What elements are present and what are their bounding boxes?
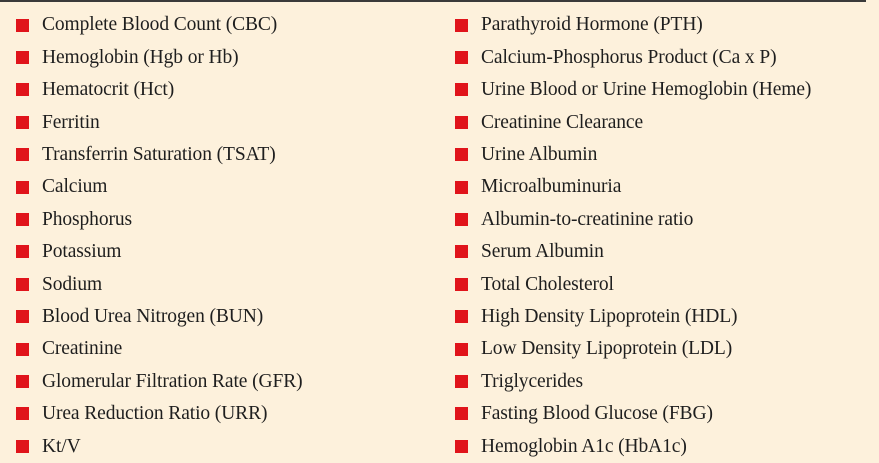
list-item: Glomerular Filtration Rate (GFR) [16, 365, 303, 397]
square-bullet-icon [455, 213, 468, 227]
list-item: Albumin-to-creatinine ratio [455, 203, 811, 235]
list-item-label: Calcium [42, 176, 108, 198]
list-item: Hematocrit (Hct) [16, 74, 303, 106]
square-bullet-icon [16, 83, 29, 97]
list-item: Complete Blood Count (CBC) [16, 9, 303, 41]
list-item: Triglycerides [455, 365, 811, 397]
list-item-label: Low Density Lipoprotein (LDL) [481, 338, 733, 360]
list-item: Transferrin Saturation (TSAT) [16, 139, 303, 171]
list-item-label: Complete Blood Count (CBC) [42, 14, 278, 36]
list-item: Potassium [16, 236, 303, 268]
square-bullet-icon [16, 277, 29, 291]
list-item-label: Urine Blood or Urine Hemoglobin (Heme) [481, 79, 812, 101]
square-bullet-icon [455, 148, 468, 162]
square-bullet-icon [455, 277, 468, 291]
square-bullet-icon [455, 18, 468, 32]
list-item: Urine Blood or Urine Hemoglobin (Heme) [455, 74, 811, 106]
list-item-label: Kt/V [42, 435, 81, 457]
list-item-label: Calcium-Phosphorus Product (Ca x P) [481, 46, 777, 68]
square-bullet-icon [16, 407, 29, 421]
square-bullet-icon [16, 18, 29, 32]
list-item-label: Triglycerides [481, 370, 583, 392]
square-bullet-icon [455, 83, 468, 97]
list-item: Ferritin [16, 106, 303, 138]
list-item: Urea Reduction Ratio (URR) [16, 398, 303, 430]
list-item: Calcium-Phosphorus Product (Ca x P) [455, 41, 811, 73]
list-item-label: High Density Lipoprotein (HDL) [481, 305, 738, 327]
list-item: Fasting Blood Glucose (FBG) [455, 398, 811, 430]
lab-tests-list-left: Complete Blood Count (CBC) Hemoglobin (H… [16, 9, 303, 462]
square-bullet-icon [455, 342, 468, 356]
square-bullet-icon [455, 245, 468, 259]
lab-tests-list-right: Parathyroid Hormone (PTH) Calcium-Phosph… [455, 9, 811, 462]
square-bullet-icon [16, 439, 29, 453]
list-item: Calcium [16, 171, 303, 203]
list-item: Total Cholesterol [455, 268, 811, 300]
list-item: Low Density Lipoprotein (LDL) [455, 333, 811, 365]
list-item: Creatinine Clearance [455, 106, 811, 138]
square-bullet-icon [16, 148, 29, 162]
list-item: High Density Lipoprotein (HDL) [455, 301, 811, 333]
list-item-label: Ferritin [42, 111, 100, 133]
list-item-label: Hemoglobin A1c (HbA1c) [481, 435, 687, 457]
square-bullet-icon [16, 245, 29, 259]
list-item-label: Blood Urea Nitrogen (BUN) [42, 305, 264, 327]
list-item-label: Hematocrit (Hct) [42, 79, 175, 101]
list-item-label: Sodium [42, 273, 103, 295]
list-item-label: Hemoglobin (Hgb or Hb) [42, 46, 239, 68]
list-item: Hemoglobin (Hgb or Hb) [16, 41, 303, 73]
list-item-label: Serum Albumin [481, 241, 604, 263]
list-item-label: Phosphorus [42, 208, 133, 230]
list-item: Hemoglobin A1c (HbA1c) [455, 430, 811, 462]
square-bullet-icon [455, 374, 468, 388]
list-item-label: Creatinine [42, 338, 123, 360]
list-item-label: Potassium [42, 241, 122, 263]
list-item: Blood Urea Nitrogen (BUN) [16, 301, 303, 333]
list-item-label: Urine Albumin [481, 144, 598, 165]
square-bullet-icon [455, 310, 468, 324]
square-bullet-icon [455, 180, 468, 194]
list-item-label: Transferrin Saturation (TSAT) [42, 144, 276, 165]
top-divider [0, 0, 866, 2]
square-bullet-icon [455, 439, 468, 453]
list-item-label: Total Cholesterol [481, 273, 614, 295]
list-item: Sodium [16, 268, 303, 300]
list-item-label: Microalbuminuria [481, 176, 622, 198]
square-bullet-icon [16, 115, 29, 129]
list-item: Creatinine [16, 333, 303, 365]
list-item: Microalbuminuria [455, 171, 811, 203]
square-bullet-icon [455, 407, 468, 421]
list-item-label: Creatinine Clearance [481, 111, 644, 133]
list-item-label: Albumin-to-creatinine ratio [481, 208, 694, 230]
list-item-label: Glomerular Filtration Rate (GFR) [42, 370, 303, 392]
square-bullet-icon [16, 213, 29, 227]
square-bullet-icon [16, 310, 29, 324]
list-item-label: Fasting Blood Glucose (FBG) [481, 403, 713, 425]
list-item: Kt/V [16, 430, 303, 462]
square-bullet-icon [16, 51, 29, 65]
list-item: Phosphorus [16, 203, 303, 235]
list-item-label: Urea Reduction Ratio (URR) [42, 403, 268, 425]
list-item: Urine Albumin [455, 139, 811, 171]
square-bullet-icon [455, 115, 468, 129]
square-bullet-icon [16, 374, 29, 388]
list-item-label: Parathyroid Hormone (PTH) [481, 14, 703, 36]
list-item: Parathyroid Hormone (PTH) [455, 9, 811, 41]
square-bullet-icon [455, 51, 468, 65]
square-bullet-icon [16, 342, 29, 356]
square-bullet-icon [16, 180, 29, 194]
list-item: Serum Albumin [455, 236, 811, 268]
